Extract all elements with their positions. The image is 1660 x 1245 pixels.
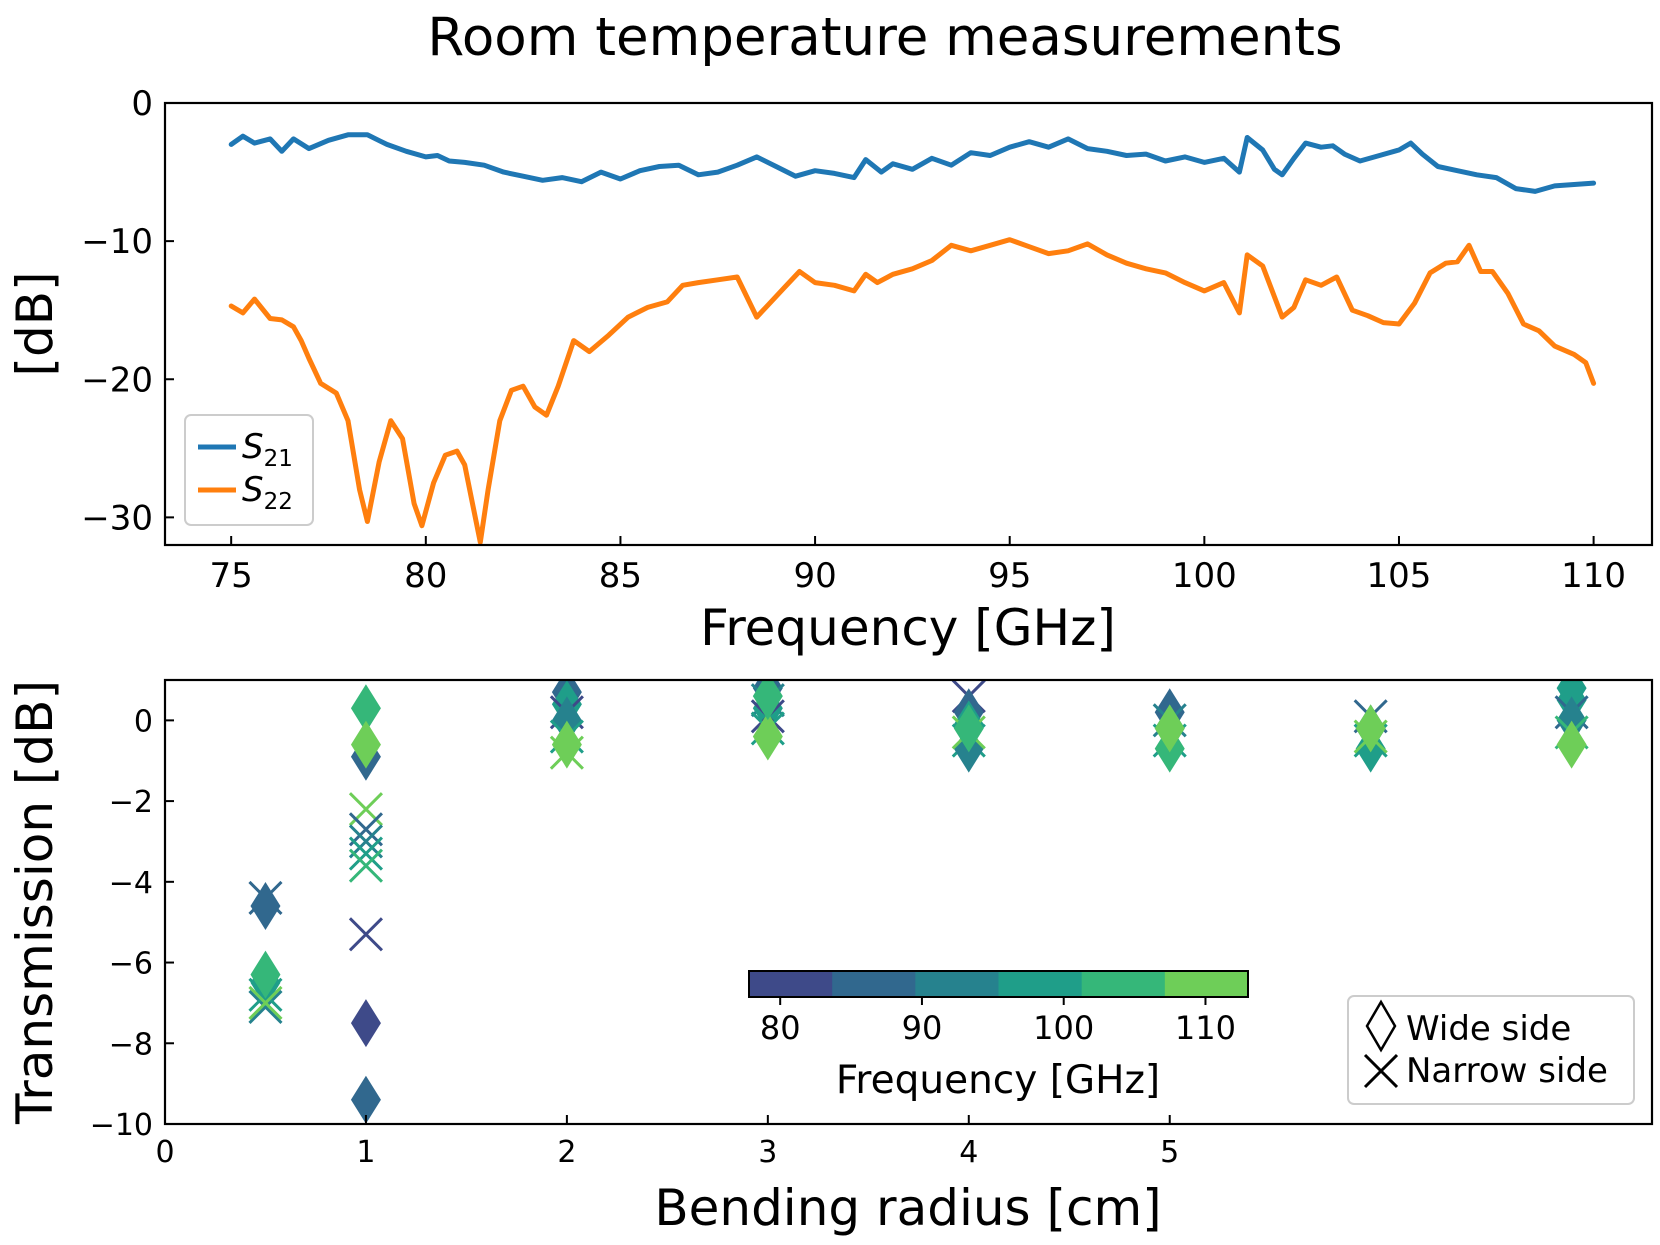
- bottom-y-tick-label: −8: [109, 1027, 153, 1062]
- top-y-tick-label: −20: [81, 360, 153, 400]
- bottom-y-tick-label: −6: [109, 947, 153, 982]
- top-x-tick-label: 75: [210, 556, 253, 596]
- legend-wide-side-label: Wide side: [1406, 1009, 1571, 1049]
- top-plot-frame: [163, 101, 1654, 547]
- scatter-point-diamond: [1556, 696, 1587, 745]
- top-x-axis-label: Frequency [GHz]: [700, 599, 1116, 657]
- legend-s22-symbol: S: [242, 470, 264, 510]
- top-panel: 75 80 85 90 95 100 105 110 0 −10 −20 −30 Frequency…: [6, 84, 1654, 657]
- legend-s22-label: S22: [242, 470, 293, 515]
- colorbar-tick-label: 80: [760, 1009, 801, 1047]
- legend-s21-subscript: 21: [264, 446, 293, 472]
- legend-diamond-marker: [1365, 999, 1397, 1053]
- top-plot-lines: [228, 132, 1597, 545]
- colorbar-swatch: [1081, 971, 1166, 997]
- bottom-plot-frame: [163, 678, 1654, 1126]
- bottom-y-tick-label: −10: [90, 1108, 153, 1143]
- top-x-tick-label: 95: [988, 556, 1031, 596]
- scatter-point-diamond: [551, 720, 582, 769]
- s21-line: [228, 132, 1597, 194]
- scatter-point-x: [348, 792, 384, 827]
- top-y-tick-label: −30: [81, 498, 153, 538]
- scatter-point-diamond: [953, 704, 984, 753]
- scatter-point-x: [348, 812, 384, 847]
- bottom-plot-points: [248, 680, 1589, 1124]
- top-x-tick-label: 85: [599, 556, 642, 596]
- scatter-point-diamond: [752, 680, 783, 721]
- colorbar-label: Frequency [GHz]: [836, 1058, 1160, 1103]
- scatter-point-x: [348, 836, 384, 871]
- colorbar: 80 90 100 110 Frequency [GHz]: [748, 970, 1249, 1103]
- bottom-y-ticks: 0 −2 −4 −6 −8 −10: [90, 704, 174, 1143]
- legend-s21-symbol: S: [242, 427, 264, 467]
- colorbar-swatch: [915, 971, 999, 997]
- top-legend: S21 S22: [184, 414, 314, 526]
- top-x-tick-label: 110: [1561, 556, 1626, 596]
- bottom-x-tick-label: 4: [959, 1135, 978, 1170]
- bottom-y-tick-label: −2: [109, 785, 153, 820]
- top-x-tick-label: 80: [404, 556, 447, 596]
- bottom-y-axis-label: Transmission [dB]: [6, 680, 64, 1125]
- s22-line: [228, 237, 1597, 545]
- scatter-point-diamond: [350, 999, 381, 1048]
- top-y-tick-label: −10: [81, 222, 153, 262]
- colorbar-ticks: 80 90 100 110: [760, 997, 1236, 1047]
- bottom-x-tick-label: 1: [356, 1135, 375, 1170]
- top-x-tick-label: 90: [793, 556, 836, 596]
- top-y-ticks: 0 −10 −20 −30: [81, 84, 174, 538]
- legend-s21-label: S21: [242, 427, 293, 472]
- scatter-point-diamond: [1556, 720, 1587, 769]
- scatter-point-diamond: [250, 882, 281, 931]
- colorbar-swatch: [749, 971, 833, 997]
- scatter-point-diamond: [350, 720, 381, 769]
- top-x-tick-label: 105: [1367, 556, 1432, 596]
- bottom-x-ticks: 0 1 2 3 4 5: [155, 1115, 1179, 1170]
- bottom-y-tick-label: −4: [109, 866, 153, 901]
- bottom-x-tick-label: 0: [155, 1135, 174, 1170]
- scatter-point-x: [248, 985, 283, 1020]
- legend-narrow-side-label: Narrow side: [1406, 1051, 1608, 1091]
- bottom-y-tick-label: 0: [134, 704, 153, 739]
- legend-x-marker: [1363, 1053, 1399, 1089]
- scatter-point-diamond: [350, 684, 381, 733]
- bottom-x-tick-label: 3: [758, 1135, 777, 1170]
- scatter-point-x: [1353, 719, 1388, 754]
- top-x-tick-label: 100: [1172, 556, 1237, 596]
- colorbar-tick-label: 100: [1033, 1009, 1094, 1047]
- top-y-tick-label: 0: [131, 84, 153, 124]
- bottom-legend: Wide side Narrow side: [1347, 995, 1635, 1105]
- scatter-point-diamond: [1154, 704, 1185, 753]
- colorbar-tick-label: 90: [902, 1009, 943, 1047]
- bottom-x-tick-label: 2: [557, 1135, 576, 1170]
- scatter-point-x: [348, 824, 384, 859]
- figure-title: Room temperature measurements: [427, 7, 1342, 68]
- colorbar-frame: [748, 970, 1249, 998]
- scatter-point-x: [248, 989, 283, 1025]
- colorbar-tick-label: 110: [1175, 1009, 1236, 1047]
- top-legend-box: [184, 414, 314, 526]
- scatter-point-diamond: [551, 696, 582, 745]
- bottom-x-tick-label: 5: [1160, 1135, 1179, 1170]
- legend-s22-subscript: 22: [264, 489, 293, 515]
- scatter-point-x: [348, 917, 384, 952]
- scatter-point-x: [348, 848, 384, 883]
- colorbar-swatch: [998, 971, 1083, 997]
- scatter-point-diamond: [350, 1075, 381, 1124]
- colorbar-swatches: [749, 971, 1249, 997]
- bottom-legend-box: [1347, 995, 1635, 1105]
- scatter-point-diamond: [752, 712, 783, 761]
- colorbar-swatch: [1164, 971, 1249, 997]
- colorbar-swatch: [832, 971, 916, 997]
- top-y-axis-label: [dB]: [6, 271, 64, 376]
- scatter-point-diamond: [1355, 704, 1386, 753]
- top-x-ticks: 75 80 85 90 95 100 105 110: [210, 536, 1626, 596]
- bottom-x-axis-label: Bending radius [cm]: [654, 1179, 1161, 1237]
- scatter-point-diamond: [250, 950, 281, 999]
